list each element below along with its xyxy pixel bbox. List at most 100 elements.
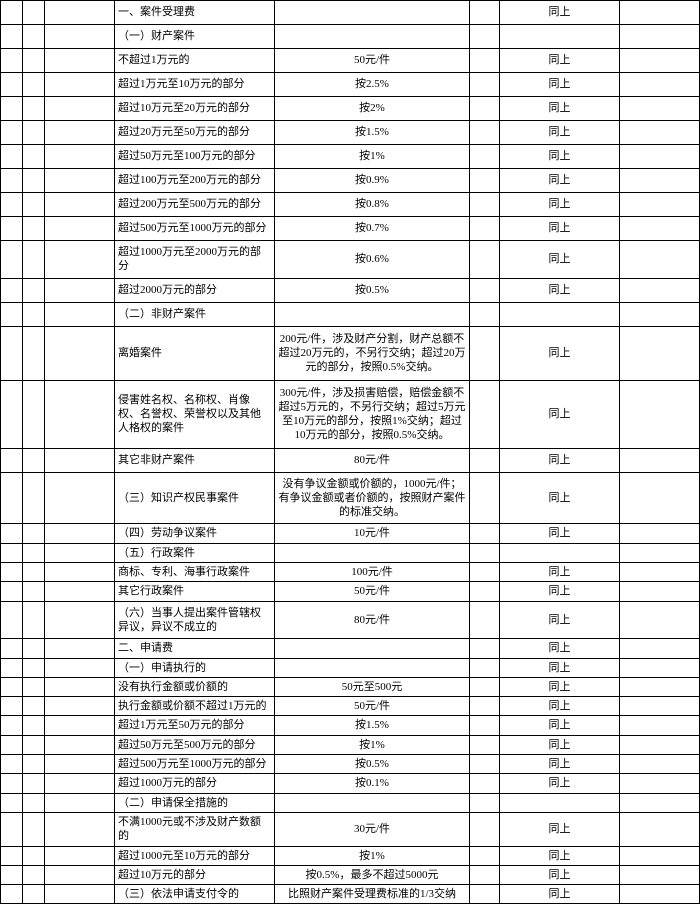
table-row: （三）依法申请支付令的比照财产案件受理费标准的1/3交纳同上 xyxy=(1,885,700,904)
cell-col5 xyxy=(470,472,500,524)
cell-standard: 按0.5%，最多不超过5000元 xyxy=(275,865,470,884)
cell-standard xyxy=(275,639,470,658)
cell-basis: 同上 xyxy=(500,193,620,217)
cell-item: （一）财产案件 xyxy=(115,25,275,49)
cell-item: 不满1000元或不涉及财产数额的 xyxy=(115,812,275,846)
cell-col2 xyxy=(45,97,115,121)
table-row: （五）行政案件 xyxy=(1,543,700,562)
cell-standard: 按1% xyxy=(275,145,470,169)
cell-item: 超过10万元的部分 xyxy=(115,865,275,884)
cell-col1 xyxy=(23,865,45,884)
cell-col1 xyxy=(23,601,45,639)
cell-col2 xyxy=(45,885,115,904)
table-row: 不超过1万元的50元/件同上 xyxy=(1,49,700,73)
cell-col2 xyxy=(45,697,115,716)
cell-basis: 同上 xyxy=(500,846,620,865)
cell-col5 xyxy=(470,1,500,25)
cell-item: 其它非财产案件 xyxy=(115,448,275,472)
table-row: 超过500万元至1000万元的部分按0.7%同上 xyxy=(1,217,700,241)
cell-col7 xyxy=(620,755,700,774)
cell-col2 xyxy=(45,278,115,302)
cell-basis: 同上 xyxy=(500,1,620,25)
cell-standard: 50元/件 xyxy=(275,697,470,716)
cell-col5 xyxy=(470,524,500,543)
cell-col2 xyxy=(45,326,115,380)
cell-item: 离婚案件 xyxy=(115,326,275,380)
cell-col2 xyxy=(45,302,115,326)
cell-col2 xyxy=(45,472,115,524)
cell-col7 xyxy=(620,49,700,73)
cell-basis: 同上 xyxy=(500,380,620,448)
cell-col7 xyxy=(620,217,700,241)
cell-col5 xyxy=(470,193,500,217)
cell-basis: 同上 xyxy=(500,278,620,302)
table-row: 商标、专利、海事行政案件100元/件 同上 xyxy=(1,563,700,582)
cell-basis: 同上 xyxy=(500,774,620,793)
cell-col1 xyxy=(23,145,45,169)
cell-col0 xyxy=(1,563,23,582)
cell-col1 xyxy=(23,543,45,562)
cell-col0 xyxy=(1,601,23,639)
table-row: 不满1000元或不涉及财产数额的30元/件同上 xyxy=(1,812,700,846)
cell-item: 超过2000万元的部分 xyxy=(115,278,275,302)
cell-col0 xyxy=(1,278,23,302)
cell-col7 xyxy=(620,582,700,601)
cell-col5 xyxy=(470,97,500,121)
cell-col5 xyxy=(470,145,500,169)
cell-col7 xyxy=(620,793,700,812)
cell-col5 xyxy=(470,217,500,241)
cell-col5 xyxy=(470,774,500,793)
cell-col1 xyxy=(23,639,45,658)
cell-standard xyxy=(275,302,470,326)
cell-col2 xyxy=(45,846,115,865)
cell-basis: 同上 xyxy=(500,169,620,193)
cell-basis: 同上 xyxy=(500,448,620,472)
cell-col7 xyxy=(620,241,700,279)
cell-col0 xyxy=(1,241,23,279)
cell-col5 xyxy=(470,241,500,279)
table-row: 二、申请费同上 xyxy=(1,639,700,658)
cell-col7 xyxy=(620,25,700,49)
cell-item: 超过50万元至500万元的部分 xyxy=(115,735,275,754)
cell-item: 商标、专利、海事行政案件 xyxy=(115,563,275,582)
cell-col0 xyxy=(1,326,23,380)
cell-standard: 没有争议金额或价额的，1000元/件；有争议金额或者价额的，按照财产案件的标准交… xyxy=(275,472,470,524)
cell-basis: 同上 xyxy=(500,812,620,846)
cell-basis: 同上 xyxy=(500,145,620,169)
cell-col5 xyxy=(470,658,500,677)
cell-col1 xyxy=(23,563,45,582)
cell-col0 xyxy=(1,793,23,812)
table-row: 一、案件受理费同上 xyxy=(1,1,700,25)
cell-col2 xyxy=(45,121,115,145)
cell-col0 xyxy=(1,380,23,448)
cell-standard: 按0.1% xyxy=(275,774,470,793)
cell-basis: 同上 xyxy=(500,217,620,241)
cell-col5 xyxy=(470,865,500,884)
cell-standard: 按2% xyxy=(275,97,470,121)
cell-col0 xyxy=(1,885,23,904)
cell-item: （二）非财产案件 xyxy=(115,302,275,326)
cell-basis: 同上 xyxy=(500,582,620,601)
cell-col0 xyxy=(1,217,23,241)
cell-basis: 同上 xyxy=(500,697,620,716)
cell-item: 超过1万元至10万元的部分 xyxy=(115,73,275,97)
cell-col0 xyxy=(1,73,23,97)
cell-basis: 同上 xyxy=(500,524,620,543)
cell-col1 xyxy=(23,774,45,793)
cell-basis: 同上 xyxy=(500,563,620,582)
cell-standard: 100元/件 xyxy=(275,563,470,582)
cell-col2 xyxy=(45,639,115,658)
cell-col1 xyxy=(23,278,45,302)
cell-item: （五）行政案件 xyxy=(115,543,275,562)
cell-col2 xyxy=(45,524,115,543)
cell-standard: 10元/件 xyxy=(275,524,470,543)
cell-col7 xyxy=(620,774,700,793)
cell-standard: 按1.5% xyxy=(275,121,470,145)
cell-col0 xyxy=(1,846,23,865)
cell-col1 xyxy=(23,846,45,865)
cell-col1 xyxy=(23,448,45,472)
table-row: 执行金额或价额不超过1万元的50元/件同上 xyxy=(1,697,700,716)
cell-col2 xyxy=(45,169,115,193)
cell-col5 xyxy=(470,326,500,380)
cell-standard: 按0.7% xyxy=(275,217,470,241)
